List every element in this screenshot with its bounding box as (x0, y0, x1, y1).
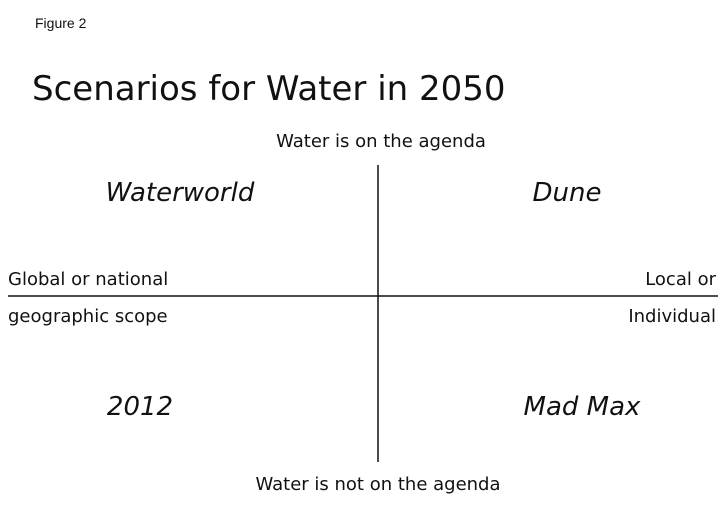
axis-top-label: Water is on the agenda (276, 131, 486, 152)
figure-label: Figure 2 (35, 15, 87, 31)
quadrant-label: Dune (533, 178, 602, 208)
axis-bottom-label: Water is not on the agenda (255, 474, 500, 495)
axis-left-label: geographic scope (8, 306, 168, 327)
axis-right-label: Individual (628, 306, 716, 327)
title: Scenarios for Water in 2050 (32, 69, 506, 109)
axis-right-label: Local or (645, 269, 716, 290)
quadrant-label: Waterworld (106, 178, 255, 208)
quadrant-label: 2012 (107, 392, 173, 422)
quadrant-label: Mad Max (524, 392, 641, 422)
axis-left-label: Global or national (8, 269, 168, 290)
